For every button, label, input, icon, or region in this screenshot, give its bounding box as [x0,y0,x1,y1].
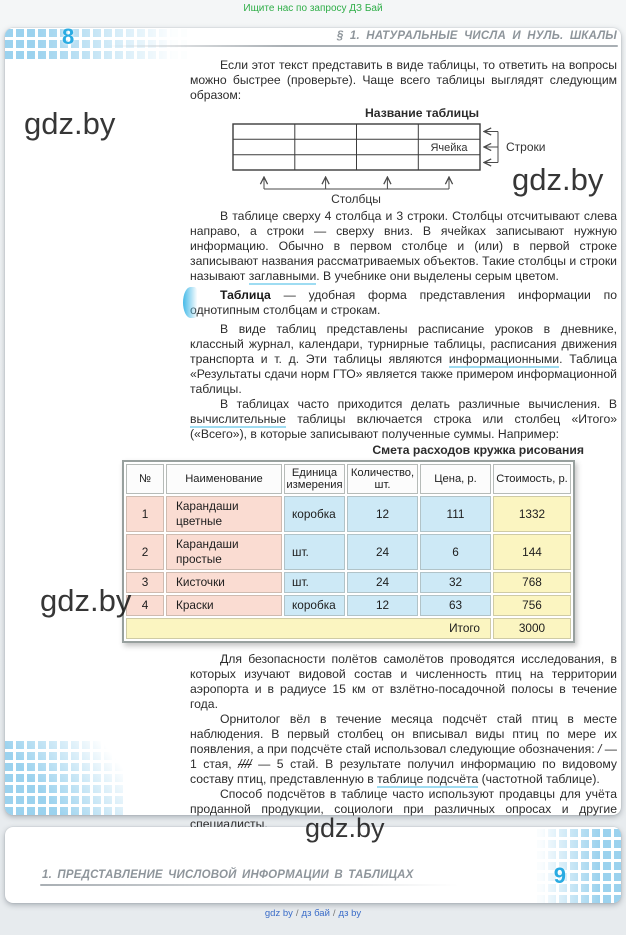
paragraph-ornithologist: Орнитолог вёл в течение месяца подсчёт с… [190,712,617,788]
page-number-left: 8 [62,24,75,49]
decorative-squares-top-left [5,28,187,59]
cell-number: 3 [126,572,164,593]
page-number-right: 9 [553,863,566,888]
text-run: . В учебнике они выделены серым цветом. [316,269,559,283]
text-run: (частотной таблице). [478,772,600,786]
cell-unit: шт. [284,572,345,593]
col-header-number: № [126,464,164,494]
cell-name: Карандаши цветные [166,496,282,532]
cell-cost: 1332 [493,496,571,532]
diagram-cell-label: Ячейка [430,142,468,154]
promo-banner: Ищите нас по запросу ДЗ Бай [243,3,383,14]
site-links: gdz by / дз бай / дз by [0,908,626,919]
text-run: — удобная форма представления информации… [190,288,617,317]
cell-cost: 768 [493,572,571,593]
cell-quantity: 12 [347,595,418,616]
term-zaglavnymi: заглавными [248,269,317,285]
cell-name: Карандаши простые [166,534,282,570]
expense-table: № Наименование Единица измерения Количес… [122,460,575,643]
book-page-card: 8 § 1. НАТУРАЛЬНЫЕ ЧИСЛА И НУЛЬ. ШКАЛЫ Е… [5,24,621,831]
paragraph-computational-tables: В таблицах часто приходится делать разли… [190,397,617,442]
text-run: Орнитолог вёл в течение месяца подсчёт с… [190,712,617,756]
cell-unit: коробка [284,595,345,616]
cell-price: 111 [420,496,491,532]
col-header-quantity: Количество, шт. [347,464,418,494]
col-header-price: Цена, р. [420,464,491,494]
rows-label: Строки [506,140,545,154]
col-header-cost: Стоимость, р. [493,464,571,494]
cell-number: 1 [126,496,164,532]
table-total-row: Итого 3000 [126,618,571,639]
text-run: — 5 стай. В результате получил информаци… [190,757,617,786]
paragraph-intro: Если этот текст представить в виде табли… [190,58,617,102]
cell-price: 32 [420,572,491,593]
link-gdz-by[interactable]: gdz by [264,908,293,919]
columns-label: Столбцы [331,192,381,206]
definition-term: Таблица [220,288,271,302]
table-row: 4 Краски коробка 12 63 756 [126,595,571,616]
link-dz-by[interactable]: дз by [338,908,362,919]
cell-name: Кисточки [166,572,282,593]
cell-number: 4 [126,595,164,616]
expense-table-title: Смета расходов кружка рисования [372,443,584,457]
footer-divider [40,884,495,886]
row-arrows [484,132,499,163]
cell-cost: 756 [493,595,571,616]
text-run: В таблице сверху 4 столбца и 3 строки. С… [190,209,617,283]
link-dz-bai[interactable]: дз бай [301,908,330,919]
table-header-row: № Наименование Единица измерения Количес… [126,464,571,494]
link-separator: / [332,908,336,919]
total-label: Итого [126,618,491,639]
definition-marker-icon [183,287,197,318]
text-run: В таблицах часто приходится делать разли… [220,397,617,411]
tally-one-mark: / [598,742,602,756]
tally-five-mark: //// [238,757,252,771]
text-run: В виде таблиц представлены расписание ур… [190,322,617,366]
link-separator: / [295,908,299,919]
section-heading: § 1. НАТУРАЛЬНЫЕ ЧИСЛА И НУЛЬ. ШКАЛЫ [336,30,617,42]
table-structure-diagram: Ячейка Строки Столбцы [232,123,545,206]
cell-cost: 144 [493,534,571,570]
header-divider [105,45,618,47]
cell-name: Краски [166,595,282,616]
term-vychislitelnye: вычислительные [190,412,286,428]
diagram-table-grid [232,123,481,171]
text-run: таблицы включается строка или столбец «И… [190,412,617,441]
paragraph-counting-method: Способ подсчётов в таблице часто использ… [190,787,617,831]
text-run: — 1 стая, [190,742,617,771]
page-content: Если этот текст представить в виде табли… [122,58,617,832]
cell-quantity: 24 [347,572,418,593]
column-arrows [264,177,449,190]
cell-quantity: 24 [347,534,418,570]
cell-unit: коробка [284,496,345,532]
chapter-heading: 1. ПРЕДСТАВЛЕНИЕ ЧИСЛОВОЙ ИНФОРМАЦИИ В Т… [42,869,414,881]
col-header-name: Наименование [166,464,282,494]
cell-unit: шт. [284,534,345,570]
decorative-squares-footer-right [537,827,621,903]
definition-text: Таблица — удобная форма представления ин… [190,288,617,318]
footer-card: 1. ПРЕДСТАВЛЕНИЕ ЧИСЛОВОЙ ИНФОРМАЦИИ В Т… [5,827,621,903]
decorative-squares-bottom-left [5,741,123,815]
col-header-unit: Единица измерения [284,464,345,494]
text-run: . Таблица «Результаты сдачи норм ГТО» яв… [190,352,617,396]
term-tablica-podscheta: таблице подсчёта [377,772,479,788]
cell-price: 63 [420,595,491,616]
definition-block: Таблица — удобная форма представления ин… [183,287,617,318]
paragraph-informational-tables: В виде таблиц представлены расписание ур… [190,322,617,397]
table-row: 1 Карандаши цветные коробка 12 111 1332 [126,496,571,532]
table-row: 2 Карандаши простые шт. 24 6 144 [126,534,571,570]
total-value: 3000 [493,618,571,639]
diagram-title: Название таблицы [364,106,479,120]
cell-quantity: 12 [347,496,418,532]
paragraph-birds-research: Для безопасности полётов самолётов прово… [190,652,617,711]
cell-price: 6 [420,534,491,570]
term-informacionnymi: информационными [448,352,560,368]
cell-number: 2 [126,534,164,570]
paragraph-table-description: В таблице сверху 4 столбца и 3 строки. С… [190,209,617,285]
table-row: 3 Кисточки шт. 24 32 768 [126,572,571,593]
